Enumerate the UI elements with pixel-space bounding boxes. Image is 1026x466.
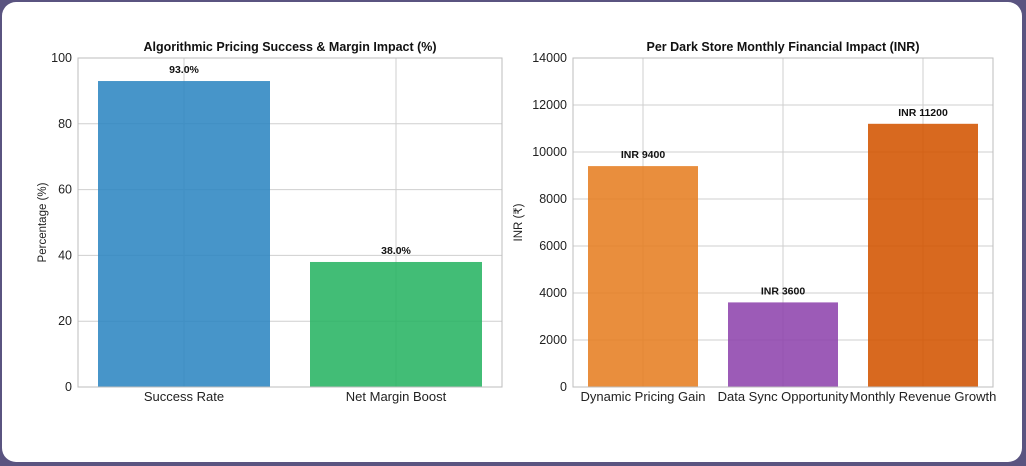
x-tick-label: Net Margin Boost [346,389,447,404]
plot-border [77,57,503,388]
bar [98,81,270,387]
y-axis-label: Percentage (%) [37,182,49,262]
bar-data-label: INR 11200 [898,107,948,119]
chart-title: Algorithmic Pricing Success & Margin Imp… [143,40,436,54]
y-tick-label: 6000 [539,239,567,253]
y-tick-label: 0 [65,380,72,394]
y-tick-label: 10000 [532,145,567,159]
bar [310,261,482,387]
y-axis-label: INR (₹) [513,203,525,241]
bar-data-label: INR 3600 [761,285,806,297]
y-tick-label: 4000 [539,286,567,300]
bar-data-label: 93.0% [169,64,199,76]
y-tick-label: 0 [560,380,567,394]
y-tick-label: 20 [58,314,72,328]
chart-pricing-success: Algorithmic Pricing Success & Margin Imp… [37,40,503,404]
y-tick-label: 12000 [532,98,567,112]
x-tick-label: Monthly Revenue Growth [850,389,997,404]
chart-financial-impact: Per Dark Store Monthly Financial Impact … [513,40,996,404]
y-tick-label: 2000 [539,333,567,347]
bar [588,166,698,387]
bar-data-label: INR 9400 [621,149,666,161]
x-tick-label: Dynamic Pricing Gain [581,389,706,404]
bar [868,123,978,388]
y-tick-label: 60 [58,183,72,197]
bar [728,302,838,387]
y-tick-label: 14000 [532,51,567,65]
y-tick-label: 100 [51,51,72,65]
plot-border [572,57,994,388]
y-tick-label: 80 [58,117,72,131]
x-tick-label: Success Rate [144,389,224,404]
y-tick-label: 8000 [539,192,567,206]
bar-data-label: 38.0% [381,245,411,257]
x-tick-label: Data Sync Opportunity [718,389,849,404]
y-tick-label: 40 [58,248,72,262]
chart-title: Per Dark Store Monthly Financial Impact … [647,40,920,54]
